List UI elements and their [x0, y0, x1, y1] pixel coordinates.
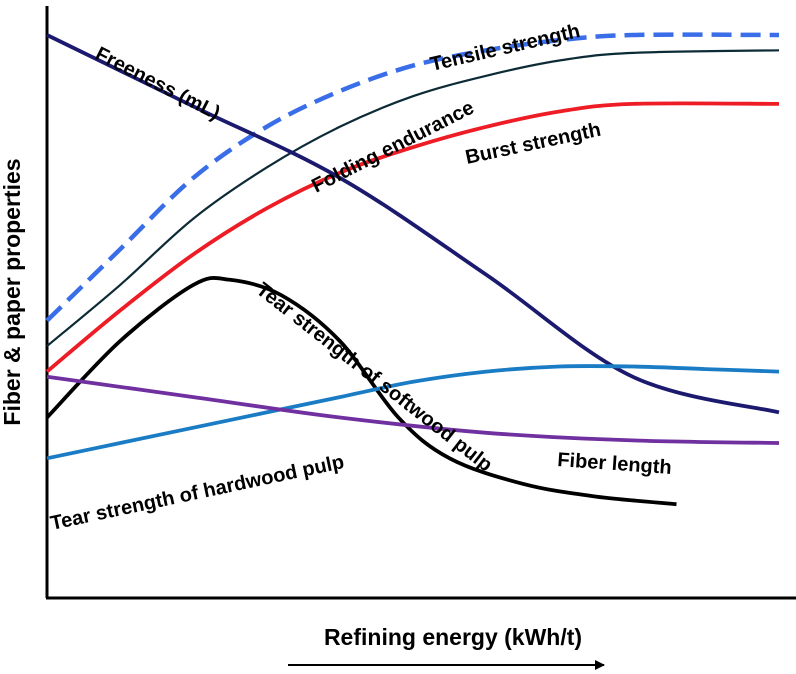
axes: [45, 6, 796, 600]
series-line-tensile-strength: [45, 32, 780, 323]
series-line-fiber-length: [46, 374, 780, 445]
y-axis-label: Fiber & paper properties: [0, 158, 25, 425]
series-label-tear-hardwood: Tear strength of hardwood pulp: [48, 451, 346, 535]
series-label-freeness: Freeness (mL): [92, 43, 224, 125]
series-line-tear-strength-of-hardwood-pulp: [46, 364, 780, 461]
series-line-folding-endurance: [46, 49, 780, 347]
series-label-tear-softwood: Tear strength of softwood pulp: [252, 279, 496, 477]
series-line-freeness-ml: [46, 33, 780, 415]
curve-labels: Tensile strength Folding endurance Burst…: [48, 20, 672, 535]
series-line-burst-strength: [45, 101, 780, 374]
x-axis-label: Refining energy (kWh/t): [324, 624, 582, 650]
series-label-folding-endurance: Folding endurance: [308, 97, 477, 198]
series-label-fiber-length: Fiber length: [557, 449, 673, 479]
series-layer: [45, 32, 780, 507]
series-label-tensile-strength: Tensile strength: [428, 20, 582, 76]
series-line-tear-strength-of-softwood-pulp: [45, 275, 677, 507]
